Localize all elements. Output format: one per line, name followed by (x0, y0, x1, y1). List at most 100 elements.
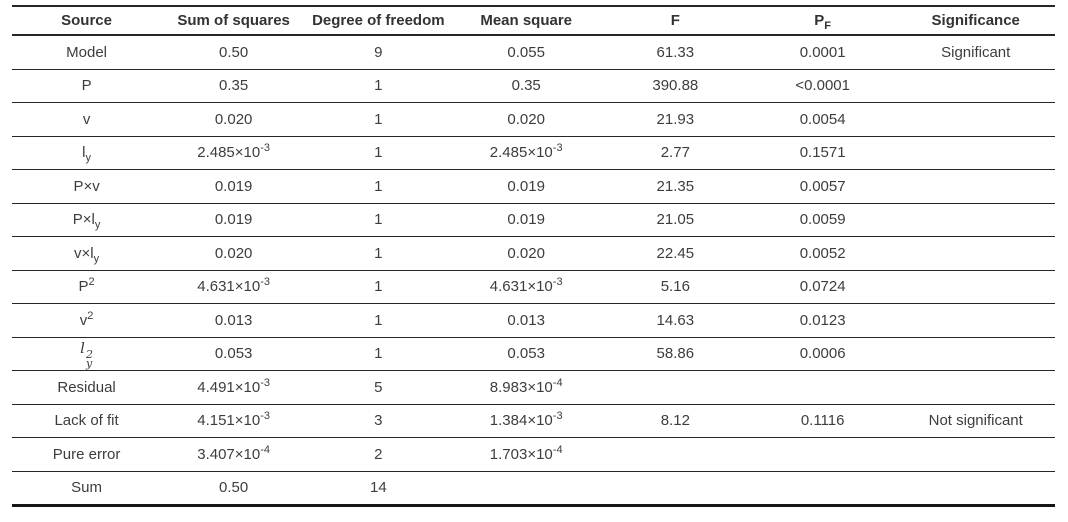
table-row: v2 0.013 1 0.013 14.63 0.0123 (12, 303, 1055, 338)
table-row: Pure error 3.407×10-4 2 1.703×10-4 (12, 437, 1055, 472)
cell-7-ss: 4.631×10-3 (161, 270, 307, 304)
cell-12-ss: 3.407×10-4 (161, 437, 307, 472)
cell-4-df: 1 (306, 169, 451, 204)
cell-1-pf: <0.0001 (748, 69, 897, 103)
table-header: Source Sum of squares Degree of freedom Mea… (12, 5, 1055, 36)
cell-11-df: 3 (306, 404, 451, 438)
cell-11-pf: 0.1116 (748, 404, 897, 438)
cell-10-source: Residual (12, 370, 162, 405)
cell-11-source: Lack of fit (12, 404, 162, 438)
cell-2-ss: 0.020 (161, 102, 307, 137)
table-row: Model 0.50 9 0.055 61.33 0.0001 Significant (12, 35, 1055, 70)
cell-9-df: 1 (306, 337, 451, 371)
cell-4-ms: 0.019 (450, 169, 602, 204)
cell-11-f: 8.12 (601, 404, 749, 438)
cell-13-source: Sum (12, 471, 162, 507)
table-row: l 2 y 0.053 1 0.053 58.86 0.0006 (12, 337, 1055, 371)
cell-0-f: 61.33 (601, 35, 749, 70)
cell-6-df: 1 (306, 236, 451, 271)
cell-12-sig (896, 437, 1055, 472)
table-header-row: Source Sum of squares Degree of freedom Mea… (12, 5, 1055, 36)
table-row: P 0.35 1 0.35 390.88 <0.0001 (12, 69, 1055, 103)
cell-12-source: Pure error (12, 437, 162, 472)
table-row: v 0.020 1 0.020 21.93 0.0054 (12, 102, 1055, 137)
column-header-ms: Mean square (450, 5, 602, 36)
cell-0-source: Model (12, 35, 162, 70)
cell-7-f: 5.16 (601, 270, 749, 304)
cell-2-ms: 0.020 (450, 102, 602, 137)
cell-10-sig (896, 370, 1055, 405)
cell-8-f: 14.63 (601, 303, 749, 338)
table-row: P×v 0.019 1 0.019 21.35 0.0057 (12, 169, 1055, 204)
cell-13-df: 14 (306, 471, 451, 507)
cell-8-ms: 0.013 (450, 303, 602, 338)
cell-13-sig (896, 471, 1055, 507)
cell-0-pf: 0.0001 (748, 35, 897, 70)
column-header-df: Degree of freedom (306, 5, 451, 36)
cell-7-ms: 4.631×10-3 (450, 270, 602, 304)
cell-11-sig: Not significant (896, 404, 1055, 438)
column-header-f: F (601, 5, 749, 36)
cell-12-pf (748, 437, 897, 472)
cell-9-sig (896, 337, 1055, 371)
table-row: Lack of fit 4.151×10-3 3 1.384×10-3 8.12 0.11… (12, 404, 1055, 438)
cell-6-f: 22.45 (601, 236, 749, 271)
anova-results-page: Source Sum of squares Degree of freedom Mea… (12, 5, 1055, 507)
column-header-source: Source (12, 5, 162, 36)
cell-8-sig (896, 303, 1055, 338)
table-row: P×ly 0.019 1 0.019 21.05 0.0059 (12, 203, 1055, 237)
table-row: ly 2.485×10-3 1 2.485×10-3 2.77 0.1571 (12, 136, 1055, 170)
cell-12-f (601, 437, 749, 472)
cell-11-ss: 4.151×10-3 (161, 404, 307, 438)
cell-7-pf: 0.0724 (748, 270, 897, 304)
cell-13-f (601, 471, 749, 507)
table-body: Model 0.50 9 0.055 61.33 0.0001 Significant P 0.… (12, 35, 1055, 507)
cell-13-ss: 0.50 (161, 471, 307, 507)
cell-4-f: 21.35 (601, 169, 749, 204)
cell-8-ss: 0.013 (161, 303, 307, 338)
cell-8-source: v2 (12, 303, 162, 338)
cell-6-ss: 0.020 (161, 236, 307, 271)
cell-0-sig: Significant (896, 35, 1055, 70)
cell-5-source: P×ly (12, 203, 162, 237)
cell-6-ms: 0.020 (450, 236, 602, 271)
cell-9-ss: 0.053 (161, 337, 307, 371)
cell-10-df: 5 (306, 370, 451, 405)
cell-5-f: 21.05 (601, 203, 749, 237)
column-header-ss: Sum of squares (161, 5, 307, 36)
cell-10-pf (748, 370, 897, 405)
cell-3-df: 1 (306, 136, 451, 170)
table-row: Residual 4.491×10-3 5 8.983×10-4 (12, 370, 1055, 405)
column-header-pf: PF (748, 5, 897, 36)
column-header-sig: Significance (896, 5, 1055, 36)
cell-1-sig (896, 69, 1055, 103)
cell-4-pf: 0.0057 (748, 169, 897, 204)
cell-7-sig (896, 270, 1055, 304)
table-row: P2 4.631×10-3 1 4.631×10-3 5.16 0.0724 (12, 270, 1055, 304)
cell-8-df: 1 (306, 303, 451, 338)
cell-12-ms: 1.703×10-4 (450, 437, 602, 472)
cell-3-pf: 0.1571 (748, 136, 897, 170)
cell-5-ms: 0.019 (450, 203, 602, 237)
cell-1-ms: 0.35 (450, 69, 602, 103)
cell-9-ms: 0.053 (450, 337, 602, 371)
cell-2-sig (896, 102, 1055, 137)
cell-2-df: 1 (306, 102, 451, 137)
cell-6-sig (896, 236, 1055, 271)
cell-10-ss: 4.491×10-3 (161, 370, 307, 405)
cell-4-source: P×v (12, 169, 162, 204)
table-row: v×ly 0.020 1 0.020 22.45 0.0052 (12, 236, 1055, 271)
cell-9-f: 58.86 (601, 337, 749, 371)
cell-0-ss: 0.50 (161, 35, 307, 70)
cell-1-ss: 0.35 (161, 69, 307, 103)
cell-11-ms: 1.384×10-3 (450, 404, 602, 438)
cell-0-df: 9 (306, 35, 451, 70)
anova-table: Source Sum of squares Degree of freedom Mea… (12, 5, 1055, 507)
cell-3-f: 2.77 (601, 136, 749, 170)
cell-4-ss: 0.019 (161, 169, 307, 204)
cell-5-ss: 0.019 (161, 203, 307, 237)
cell-1-df: 1 (306, 69, 451, 103)
cell-6-source: v×ly (12, 236, 162, 271)
cell-6-pf: 0.0052 (748, 236, 897, 271)
